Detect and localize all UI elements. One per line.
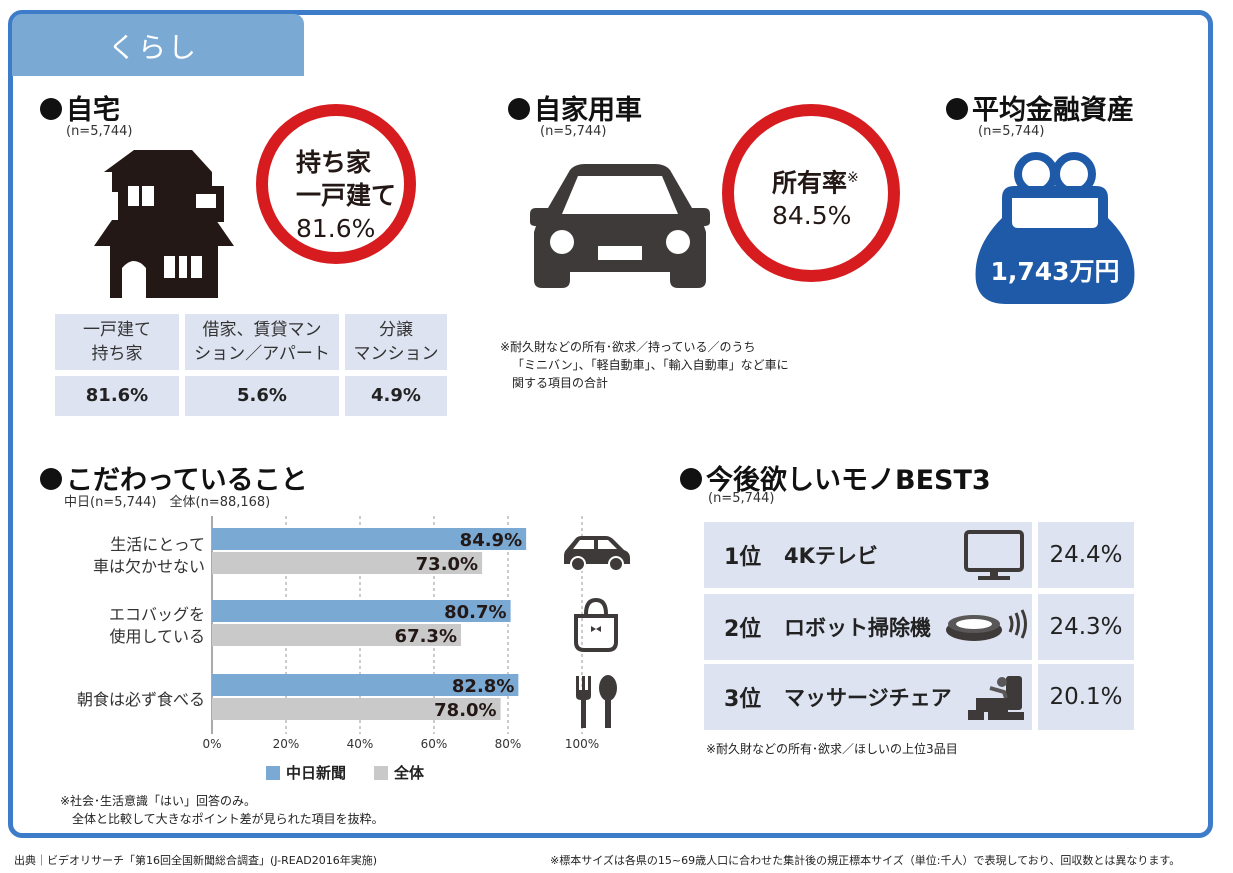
eco-bag-icon (574, 598, 618, 652)
home-table-header-3: 分譲 マンション (345, 314, 447, 370)
legend-item-chunichi: 中日新聞 (266, 762, 346, 783)
best3-row-3: 3位 マッサージチェア (704, 664, 1032, 730)
best3-sample-size: (n=5,744) (708, 491, 775, 506)
best3-item-1: 4Kテレビ (784, 544, 878, 568)
bar-overall-2 (212, 624, 462, 646)
home-table-value-1: 81.6% (55, 376, 179, 416)
x-tick-label: 40% (347, 737, 374, 751)
bar-value-label: 80.7% (444, 602, 506, 623)
bar-overall-1 (212, 552, 483, 574)
best3-item-3: マッサージチェア (784, 686, 952, 710)
robot-vacuum-icon (946, 609, 1027, 641)
car-note: ※耐久財などの所有･欲求／持っている／のうち 「ミニバン」、「軽自動車」、「輸入… (500, 340, 789, 390)
best3-note: ※耐久財などの所有･欲求／ほしいの上位3品目 (706, 742, 958, 756)
footer-sample-note: ※標本サイズは各県の15~69歳人口に合わせた集計後の規正標本サイズ（単位:千人… (550, 854, 1181, 867)
kodawari-note: ※社会･生活意識「はい」回答のみ。 全体と比較して大きなポイント差が見られた項目… (60, 794, 384, 826)
car-icon (530, 164, 710, 288)
assets-sample-size: (n=5,744) (978, 124, 1045, 139)
house-icon (94, 150, 234, 298)
kodawari-title: こだわっていること (40, 458, 308, 497)
x-tick-label: 100% (565, 737, 599, 751)
x-tick-label: 60% (421, 737, 448, 751)
bar-value-label: 67.3% (395, 626, 457, 647)
category-label-2: エコバッグを 使用している (108, 605, 205, 646)
best3-pct-1: 24.4% (1038, 522, 1134, 588)
bar-value-label: 82.8% (452, 676, 514, 697)
home-table-value-3: 4.9% (345, 376, 447, 416)
panel-frame (8, 10, 1213, 838)
kodawari-bar-chart: 0% 20% 40% 60% 80% 100% 84.9% 73.0% 80.7% 67.3% 82… (202, 516, 599, 751)
category-label-3: 朝食は必ず食べる (76, 690, 205, 709)
best3-title: 今後欲しいモノBEST3 (680, 458, 991, 497)
car-title: 自家用車 (508, 88, 642, 127)
car-sample-size: (n=5,744) (540, 124, 607, 139)
assets-title: 平均金融資産 (946, 88, 1134, 127)
home-table-header-1: 一戸建て 持ち家 (55, 314, 179, 370)
best3-rank-1: 1位 (724, 545, 762, 570)
assets-value: 1,743万円 (990, 257, 1120, 286)
best3-rank-2: 2位 (724, 617, 762, 642)
purse-icon (975, 152, 1135, 304)
home-table-header-2: 借家、賃貸マン ション／アパート (185, 314, 339, 370)
home-sample-size: (n=5,744) (66, 124, 133, 139)
home-circle-text: 持ち家 一戸建て 81.6% (296, 148, 397, 243)
best3-rank-3: 3位 (724, 687, 762, 712)
best3-pct-2: 24.3% (1038, 594, 1134, 660)
bar-value-label: 84.9% (460, 530, 522, 551)
bar-chunichi-1 (212, 528, 527, 550)
best3-item-2: ロボット掃除機 (784, 616, 931, 640)
best3-pct-3: 20.1% (1038, 664, 1134, 730)
category-label-1: 生活にとって 車は欠かせない (92, 535, 205, 576)
bar-chunichi-3 (212, 674, 519, 696)
x-tick-label: 20% (273, 737, 300, 751)
bar-value-label: 78.0% (434, 700, 496, 721)
home-title: 自宅 (40, 88, 120, 127)
car-side-icon (564, 536, 630, 572)
massage-chair-icon (968, 676, 1024, 720)
bar-overall-3 (212, 698, 501, 720)
x-tick-label: 80% (495, 737, 522, 751)
x-tick-label: 0% (202, 737, 221, 751)
tv-icon (964, 530, 1024, 580)
footer-source: 出典｜ビデオリサーチ「第16回全国新聞総合調査」(J-READ2016年実施) (14, 854, 377, 867)
fork-spoon-icon (576, 675, 617, 728)
car-circle-text: 所有率※ 84.5% (772, 168, 859, 231)
legend-item-overall: 全体 (374, 762, 424, 783)
home-table-value-2: 5.6% (185, 376, 339, 416)
category-tab (12, 14, 304, 76)
bar-value-label: 73.0% (416, 554, 478, 575)
bar-chunichi-2 (212, 600, 511, 622)
kodawari-sample-size: 中日(n=5,744) 全体(n=88,168) (64, 495, 271, 510)
best3-row-1: 1位 4Kテレビ (704, 522, 1032, 588)
category-tab-label: くらし (108, 31, 199, 64)
